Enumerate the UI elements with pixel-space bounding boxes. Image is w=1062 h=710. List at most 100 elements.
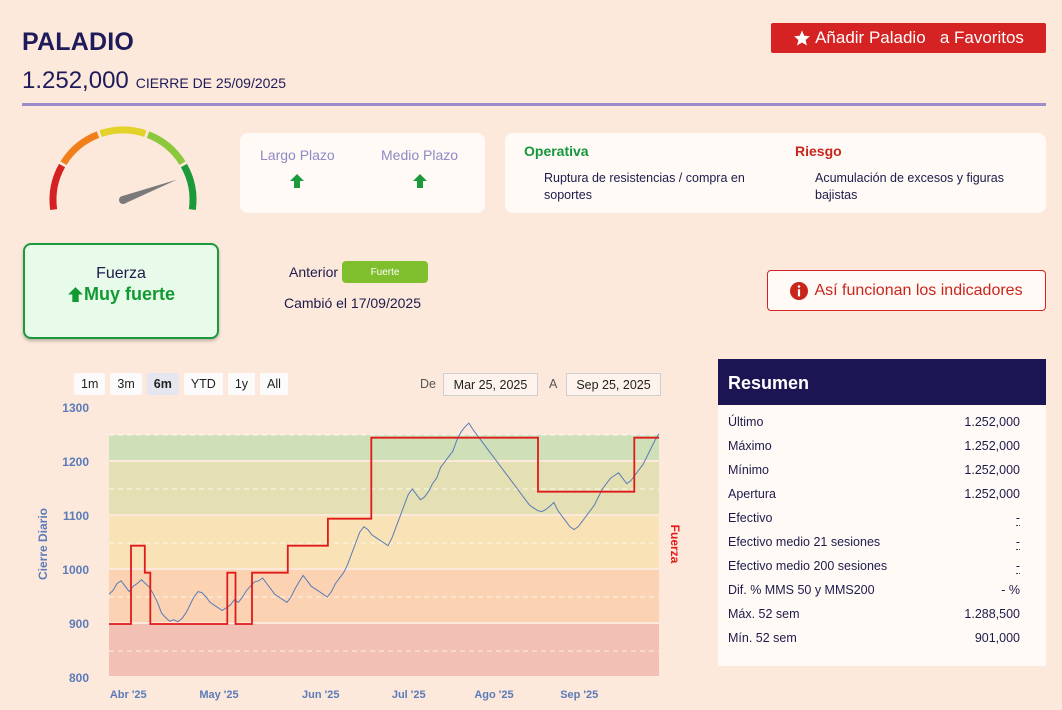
terms-card: Largo Plazo Medio Plazo xyxy=(240,133,485,213)
info-icon xyxy=(790,281,809,300)
price-line: 1.252,000 CIERRE DE 25/09/2025 xyxy=(22,67,286,95)
term-medium-label: Medio Plazo xyxy=(381,147,459,163)
range-6m-button[interactable]: 6m xyxy=(146,373,179,395)
y-tick-label: 1000 xyxy=(62,563,89,577)
riesgo-text: Acumulación de excesos y figuras bajista… xyxy=(815,171,1004,202)
summary-row-value: - xyxy=(1015,534,1020,550)
summary-row-value: 1.252,000 xyxy=(964,487,1020,501)
summary-row-value: - xyxy=(1015,510,1020,526)
summary-row: Máx. 52 sem 1.288,500 xyxy=(718,602,1046,626)
strength-gauge xyxy=(49,126,197,211)
summary-row: Efectivo - xyxy=(718,506,1046,530)
summary-row-value: 901,000 xyxy=(974,631,1020,645)
summary-rows: Último 1.252,000 Máximo 1.252,000 Mínimo 1.25… xyxy=(718,405,1046,650)
summary-row-label: Último xyxy=(728,415,764,429)
summary-title: Resumen xyxy=(718,359,1046,405)
strength-zone xyxy=(109,624,659,676)
force-value: Muy fuerte xyxy=(25,284,217,305)
star-icon xyxy=(794,30,810,46)
changed-date: Cambió el 17/09/2025 xyxy=(284,295,421,311)
summary-row-label: Efectivo medio 21 sesiones xyxy=(728,535,881,549)
strength-zone xyxy=(109,462,659,514)
operativa-text: Ruptura de resistencias / compra en sopo… xyxy=(544,171,745,202)
indicators-info-label: Así funcionan los indicadores xyxy=(814,281,1023,299)
x-tick-label: Jul '25 xyxy=(392,689,426,701)
summary-row: Último 1.252,000 xyxy=(718,410,1046,434)
summary-row-label: Efectivo medio 200 sesiones xyxy=(728,559,888,573)
x-tick-label: Ago '25 xyxy=(474,689,513,701)
to-label: A xyxy=(549,377,558,391)
asset-title: PALADIO xyxy=(22,28,135,56)
gauge-segment xyxy=(180,163,197,211)
indicators-info-button[interactable]: Así funcionan los indicadores xyxy=(767,270,1046,311)
summary-row-label: Mínimo xyxy=(728,463,769,477)
summary-row-value: 1.288,500 xyxy=(964,607,1020,621)
force-value-text: Muy fuerte xyxy=(83,284,175,304)
y2-axis-label: Fuerza xyxy=(668,525,682,564)
add-favorites-button[interactable]: Añadir Paladio a Favoritos xyxy=(771,23,1046,53)
summary-row: Mín. 52 sem 901,000 xyxy=(718,626,1046,650)
gauge-segment xyxy=(99,126,147,138)
range-all-button[interactable]: All xyxy=(260,373,288,395)
operativa-riesgo-card: Operativa Ruptura de resistencias / comp… xyxy=(505,133,1046,213)
summary-row-label: Mín. 52 sem xyxy=(728,631,797,645)
gauge-segment xyxy=(49,163,66,211)
x-tick-label: Sep '25 xyxy=(560,689,598,701)
summary-row-value: 1.252,000 xyxy=(964,463,1020,477)
x-tick-label: Jun '25 xyxy=(302,689,339,701)
summary-row: Apertura 1.252,000 xyxy=(718,482,1046,506)
closing-date: CIERRE DE 25/09/2025 xyxy=(135,75,286,91)
previous-badge: Fuerte xyxy=(342,261,429,283)
summary-row-label: Efectivo xyxy=(728,511,773,525)
range-1y-button[interactable]: 1y xyxy=(227,373,256,395)
riesgo-title: Riesgo xyxy=(795,143,842,159)
to-date-input[interactable] xyxy=(566,373,661,396)
summary-row-value: 1.252,000 xyxy=(964,415,1020,429)
y-tick-label: 1100 xyxy=(63,509,89,523)
gauge-segment xyxy=(60,131,100,166)
y-tick-label: 1300 xyxy=(62,401,89,415)
operativa-title: Operativa xyxy=(524,143,589,159)
summary-row-label: Máximo xyxy=(728,439,772,453)
header-divider xyxy=(22,103,1046,106)
price-series-line xyxy=(108,422,660,623)
summary-row-value: - xyxy=(1015,558,1020,574)
summary-row-label: Dif. % MMS 50 y MMS200 xyxy=(728,583,875,597)
range-ytd-button[interactable]: YTD xyxy=(183,373,223,395)
strength-zone xyxy=(109,516,659,568)
gauge-segment xyxy=(146,131,186,166)
range-3m-button[interactable]: 3m xyxy=(110,373,142,395)
previous-strength: Anterior Fuerte xyxy=(289,261,429,283)
arrow-up-icon xyxy=(68,287,83,302)
summary-row-value: - % xyxy=(1001,583,1020,597)
summary-panel: Resumen Último 1.252,000 Máximo 1.252,000 Mí… xyxy=(718,359,1046,666)
y-tick-label: 1200 xyxy=(62,455,89,469)
summary-row: Efectivo medio 21 sesiones - xyxy=(718,530,1046,554)
term-long-label: Largo Plazo xyxy=(260,147,335,163)
arrow-up-icon xyxy=(290,174,305,188)
gauge-needle xyxy=(121,179,178,204)
strength-zone xyxy=(109,435,659,460)
term-long: Largo Plazo xyxy=(260,147,335,192)
y-tick-label: 900 xyxy=(69,617,89,631)
from-date-input[interactable] xyxy=(443,373,538,396)
range-1m-button[interactable]: 1m xyxy=(74,373,106,395)
add-favorites-label: Añadir Paladio a Favoritos xyxy=(815,28,1024,47)
x-tick-label: Abr '25 xyxy=(110,689,147,701)
summary-row: Máximo 1.252,000 xyxy=(718,434,1046,458)
gauge-pivot xyxy=(119,196,127,204)
last-price: 1.252,000 xyxy=(22,67,129,94)
x-tick-label: May '25 xyxy=(199,689,238,701)
y-tick-label: 800 xyxy=(69,671,89,685)
strength-zone xyxy=(109,570,659,622)
summary-row: Mínimo 1.252,000 xyxy=(718,458,1046,482)
summary-row: Efectivo medio 200 sesiones - xyxy=(718,554,1046,578)
summary-row-label: Apertura xyxy=(728,487,776,501)
strength-series-line xyxy=(109,436,659,625)
range-selector: 1m 3m 6m YTD 1y All xyxy=(74,373,293,395)
term-medium: Medio Plazo xyxy=(381,147,458,192)
y-axis-label: Cierre Diario xyxy=(36,508,50,580)
from-label: De xyxy=(420,377,436,391)
arrow-up-icon xyxy=(412,174,427,188)
force-label: Fuerza xyxy=(96,265,146,282)
